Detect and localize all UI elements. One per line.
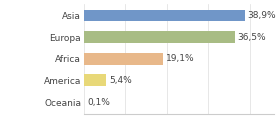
Text: 36,5%: 36,5% bbox=[237, 33, 266, 42]
Bar bbox=[84, 31, 235, 43]
Bar bbox=[84, 10, 245, 21]
Text: 5,4%: 5,4% bbox=[109, 76, 132, 85]
Bar bbox=[84, 53, 163, 65]
Text: 19,1%: 19,1% bbox=[165, 54, 194, 63]
Bar bbox=[84, 75, 106, 86]
Text: 38,9%: 38,9% bbox=[248, 11, 276, 20]
Text: 0,1%: 0,1% bbox=[87, 98, 110, 107]
